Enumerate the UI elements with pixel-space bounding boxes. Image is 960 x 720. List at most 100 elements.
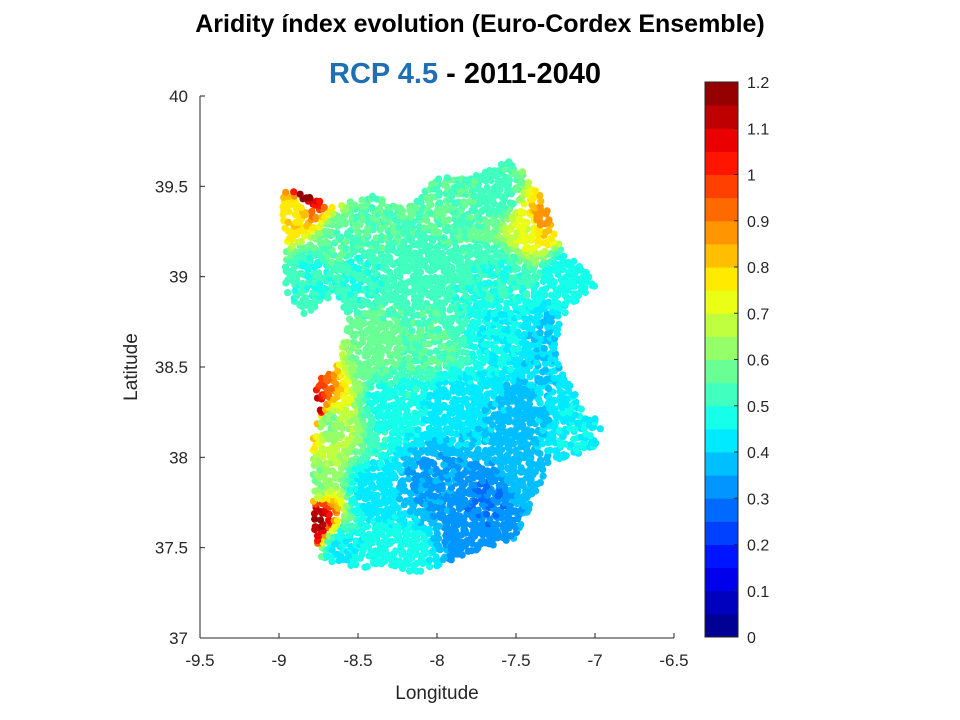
y-tick-label: 38.5	[155, 358, 188, 377]
data-point	[382, 366, 390, 374]
data-point	[493, 218, 501, 226]
slide-title: Aridity índex evolution (Euro-Cordex Ens…	[195, 10, 765, 38]
data-point	[479, 537, 488, 545]
data-point	[447, 542, 455, 550]
data-point	[474, 319, 482, 327]
data-point	[346, 227, 355, 235]
data-point	[514, 265, 522, 273]
data-point	[493, 527, 501, 535]
data-point	[483, 467, 492, 475]
data-point	[363, 563, 371, 571]
data-point	[485, 279, 493, 287]
data-point	[550, 259, 559, 267]
data-point	[432, 465, 440, 474]
data-point	[462, 520, 470, 528]
colorbar-tick-label: 0.5	[747, 399, 769, 416]
data-point	[386, 320, 394, 328]
data-point	[333, 229, 341, 237]
data-point	[411, 409, 419, 417]
data-point	[333, 517, 341, 525]
data-point	[360, 319, 368, 327]
data-point	[381, 547, 389, 555]
data-point	[368, 481, 376, 489]
data-point	[372, 270, 380, 278]
colorbar-segment	[705, 243, 738, 268]
data-point	[483, 482, 491, 490]
data-point	[493, 520, 501, 529]
data-point	[559, 371, 567, 379]
y-tick-label: 39.5	[155, 177, 188, 196]
data-point	[448, 263, 456, 271]
data-point	[352, 561, 360, 569]
data-point	[520, 209, 528, 217]
data-point	[337, 431, 345, 439]
data-point	[364, 298, 372, 306]
data-point	[482, 436, 491, 444]
data-point	[316, 406, 324, 414]
colorbar-segment	[705, 405, 738, 430]
data-point	[385, 480, 393, 489]
data-point	[311, 523, 319, 531]
colorbar-segment	[705, 128, 738, 152]
data-point	[381, 419, 389, 427]
data-point	[378, 244, 386, 252]
data-point	[565, 380, 573, 388]
data-point	[359, 514, 367, 522]
data-point	[522, 340, 531, 348]
data-point	[357, 436, 365, 444]
data-point	[337, 552, 345, 560]
data-point	[520, 330, 529, 339]
data-point	[496, 533, 505, 541]
data-point	[395, 461, 403, 469]
colorbar-segment	[705, 151, 738, 176]
data-point	[378, 530, 386, 539]
y-axis-label: Latitude	[121, 333, 142, 401]
data-point	[423, 300, 431, 308]
data-point	[571, 411, 579, 419]
data-point	[435, 199, 444, 207]
data-point	[469, 350, 477, 358]
colorbar-segment	[705, 382, 738, 407]
data-point	[586, 432, 594, 440]
data-point	[596, 425, 604, 433]
data-point	[352, 371, 361, 379]
subtitle-separator: -	[438, 58, 464, 90]
colorbar-segment	[705, 567, 738, 592]
data-point	[405, 420, 413, 428]
data-point	[385, 253, 393, 261]
data-point	[396, 204, 404, 212]
data-point	[570, 257, 578, 265]
data-point	[545, 216, 553, 224]
data-point	[341, 218, 349, 226]
data-point	[498, 446, 506, 454]
data-point	[342, 244, 350, 253]
data-point	[325, 516, 333, 524]
data-point	[418, 445, 426, 454]
data-point	[585, 416, 594, 424]
data-point	[539, 472, 547, 480]
colorbar-ticks: 0 0.1 0.2 0.3 0.4 0.5 0.6 0.7 0.8 0.9 1 1.1 1.2	[734, 75, 769, 647]
data-point	[427, 366, 435, 374]
data-point	[440, 461, 448, 469]
data-point	[474, 506, 482, 514]
colorbar-segment	[705, 590, 738, 615]
data-point	[363, 459, 371, 467]
data-point	[457, 538, 465, 546]
data-point	[334, 401, 342, 409]
data-point	[345, 315, 354, 323]
data-point	[458, 551, 466, 559]
data-point	[347, 410, 356, 418]
data-point	[405, 305, 413, 313]
y-tick-label: 37	[169, 629, 188, 648]
data-point	[435, 522, 443, 530]
data-point	[378, 471, 386, 479]
data-point	[523, 219, 531, 227]
data-point	[456, 512, 464, 521]
data-point	[405, 537, 414, 546]
data-point	[316, 466, 324, 474]
scenario-subtitle: RCP 4.5 - 2011-2040	[300, 58, 630, 91]
data-point	[355, 386, 364, 394]
colorbar-segment	[705, 174, 738, 199]
data-point	[527, 314, 535, 323]
data-point	[507, 532, 515, 540]
